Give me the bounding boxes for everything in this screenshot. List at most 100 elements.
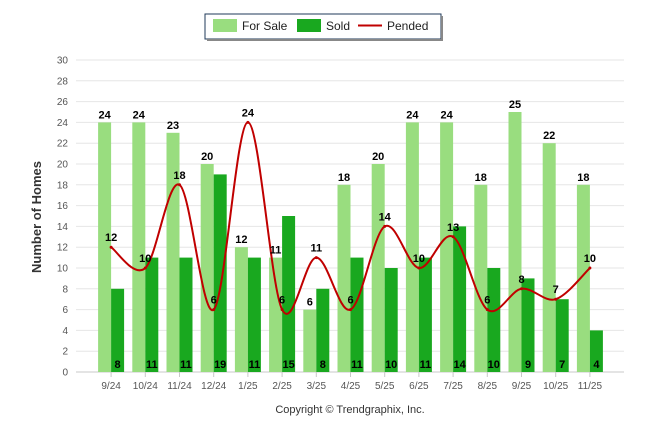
y-tick-label: 12: [57, 243, 69, 254]
data-label-pended: 24: [242, 107, 255, 119]
point-pended[interactable]: [383, 224, 387, 228]
legend-label-sold[interactable]: Sold: [326, 19, 350, 33]
x-tick-label: 1/25: [238, 381, 258, 392]
point-pended[interactable]: [314, 256, 318, 260]
y-axis-title: Number of Homes: [29, 161, 44, 273]
bar-sold[interactable]: [282, 216, 296, 372]
bar-for-sale[interactable]: [132, 122, 146, 373]
point-pended[interactable]: [417, 266, 421, 270]
data-label-for-sale: 20: [372, 151, 384, 163]
y-tick-label: 22: [57, 139, 69, 150]
point-pended[interactable]: [349, 308, 352, 312]
data-label-for-sale: 11: [270, 245, 282, 257]
data-label-sold: 9: [525, 359, 531, 371]
data-label-pended: 8: [518, 274, 524, 286]
data-label-sold: 11: [420, 359, 432, 371]
pended-line-layer: [109, 120, 592, 315]
bar-sold[interactable]: [418, 257, 432, 372]
x-tick-label: 9/25: [512, 381, 532, 392]
data-label-for-sale: 12: [235, 234, 247, 246]
data-label-for-sale: 23: [167, 120, 179, 132]
data-label-for-sale: 18: [475, 172, 487, 184]
bar-sold[interactable]: [247, 257, 261, 372]
legend-swatch-for-sale: [213, 19, 237, 32]
x-tick-label: 11/25: [578, 381, 603, 392]
legend-label-for-sale[interactable]: For Sale: [242, 19, 288, 33]
y-tick-label: 20: [57, 160, 69, 171]
bar-for-sale[interactable]: [508, 112, 522, 372]
point-pended[interactable]: [109, 245, 113, 249]
point-pended[interactable]: [280, 308, 284, 312]
bar-sold[interactable]: [111, 288, 125, 372]
data-label-for-sale: 18: [577, 172, 589, 184]
bar-sold[interactable]: [453, 226, 467, 372]
data-label-for-sale: 24: [406, 109, 419, 121]
bar-sold[interactable]: [213, 174, 227, 372]
point-pended[interactable]: [212, 308, 216, 312]
bar-for-sale[interactable]: [269, 257, 283, 372]
x-tick-label: 9/24: [101, 381, 121, 392]
x-tick-label: 7/25: [443, 381, 463, 392]
data-label-sold: 19: [214, 359, 226, 371]
bar-for-sale[interactable]: [542, 143, 556, 372]
bar-sold[interactable]: [555, 299, 569, 372]
bar-for-sale[interactable]: [576, 184, 590, 372]
y-tick-label: 0: [62, 368, 68, 379]
y-tick-label: 30: [57, 56, 69, 67]
x-tick-label: 11/24: [167, 381, 192, 392]
point-pended[interactable]: [520, 287, 523, 291]
bar-for-sale[interactable]: [405, 122, 419, 373]
data-label-sold: 10: [385, 359, 397, 371]
copyright-text: Copyright © Trendgraphix, Inc.: [275, 404, 424, 416]
data-label-pended: 13: [447, 222, 459, 234]
data-label-for-sale: 24: [133, 109, 146, 121]
bar-for-sale[interactable]: [303, 309, 317, 372]
data-label-pended: 6: [279, 295, 285, 307]
bar-for-sale[interactable]: [337, 184, 351, 372]
data-label-sold: 15: [282, 359, 294, 371]
legend-label-pended[interactable]: Pended: [387, 19, 428, 33]
bar-sold[interactable]: [145, 257, 159, 372]
point-pended[interactable]: [143, 266, 147, 270]
data-label-for-sale: 22: [543, 130, 555, 142]
point-pended[interactable]: [178, 183, 181, 187]
y-tick-label: 26: [57, 97, 69, 108]
legend-box: [204, 13, 442, 40]
data-label-pended: 10: [413, 253, 425, 265]
data-labels: 24 8 24 11 23 11 20 19 12 11 11 15 6 8 18 11 20 10 24 11 24 1…: [98, 99, 600, 371]
bar-for-sale[interactable]: [371, 164, 385, 372]
point-pended[interactable]: [554, 297, 558, 301]
legend[interactable]: For Sale Sold Pended: [204, 13, 443, 41]
bar-sold[interactable]: [179, 257, 193, 372]
y-tick-label: 16: [57, 201, 69, 212]
bar-sold[interactable]: [316, 288, 330, 372]
data-label-for-sale: 24: [440, 109, 453, 121]
data-label-for-sale: 25: [509, 99, 521, 111]
point-pended[interactable]: [485, 308, 489, 312]
bar-for-sale[interactable]: [234, 247, 248, 372]
bar-for-sale[interactable]: [474, 184, 488, 372]
data-label-sold: 7: [559, 359, 565, 371]
data-label-sold: 4: [593, 359, 600, 371]
x-tick-label: 8/25: [478, 381, 498, 392]
bar-for-sale[interactable]: [98, 122, 112, 373]
data-label-pended: 12: [105, 232, 117, 244]
point-pended[interactable]: [588, 266, 592, 270]
bar-for-sale[interactable]: [440, 122, 454, 373]
bar-sold[interactable]: [487, 268, 501, 372]
bar-for-sale[interactable]: [166, 132, 180, 372]
y-tick-label: 2: [62, 347, 68, 358]
bar-sold[interactable]: [589, 330, 603, 372]
bar-sold[interactable]: [384, 268, 398, 372]
bar-sold[interactable]: [521, 278, 535, 372]
data-label-for-sale: 24: [98, 109, 111, 121]
data-label-sold: 11: [249, 359, 261, 371]
point-pended[interactable]: [246, 120, 250, 124]
data-label-pended: 14: [379, 211, 392, 223]
bar-for-sale[interactable]: [200, 164, 214, 372]
point-pended[interactable]: [451, 235, 455, 239]
bars: [98, 112, 603, 373]
bar-sold[interactable]: [350, 257, 364, 372]
y-tick-label: 24: [57, 118, 69, 129]
